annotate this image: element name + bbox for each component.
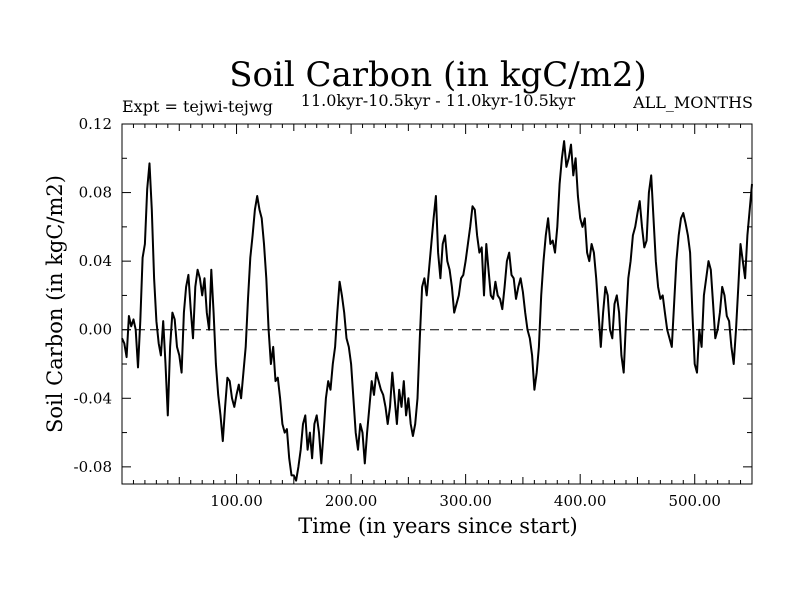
y-tick-label: -0.04 (74, 389, 112, 407)
x-tick-label: 400.00 (554, 492, 607, 510)
x-tick-label: 200.00 (325, 492, 378, 510)
chart-title: Soil Carbon (in kgC/m2) (229, 55, 647, 95)
series-line (121, 140, 753, 482)
x-axis-ticks: 100.00 200.00 300.00 400.00 500.00 (132, 124, 742, 510)
plot-frame (121, 123, 753, 485)
months-label: ALL_MONTHS (632, 93, 753, 112)
x-tick-label: 100.00 (210, 492, 263, 510)
y-axis-label: Soil Carbon (in kgC/m2) (43, 175, 67, 433)
y-axis-ticks: 0.12 0.08 0.04 0.00 -0.04 -0.08 (74, 115, 752, 476)
expt-label: Expt = tejwi-tejwg (122, 97, 273, 116)
y-tick-label: -0.08 (74, 458, 112, 476)
y-tick-label: 0.00 (79, 321, 112, 339)
y-tick-label: 0.08 (79, 184, 112, 202)
y-tick-label: 0.04 (79, 252, 112, 270)
x-tick-label: 500.00 (668, 492, 721, 510)
period-label: 11.0kyr-10.5kyr - 11.0kyr-10.5kyr (301, 91, 576, 110)
y-tick-label: 0.12 (79, 115, 112, 133)
series-group (121, 140, 753, 482)
x-tick-label: 300.00 (439, 492, 492, 510)
x-axis-label: Time (in years since start) (298, 514, 577, 538)
